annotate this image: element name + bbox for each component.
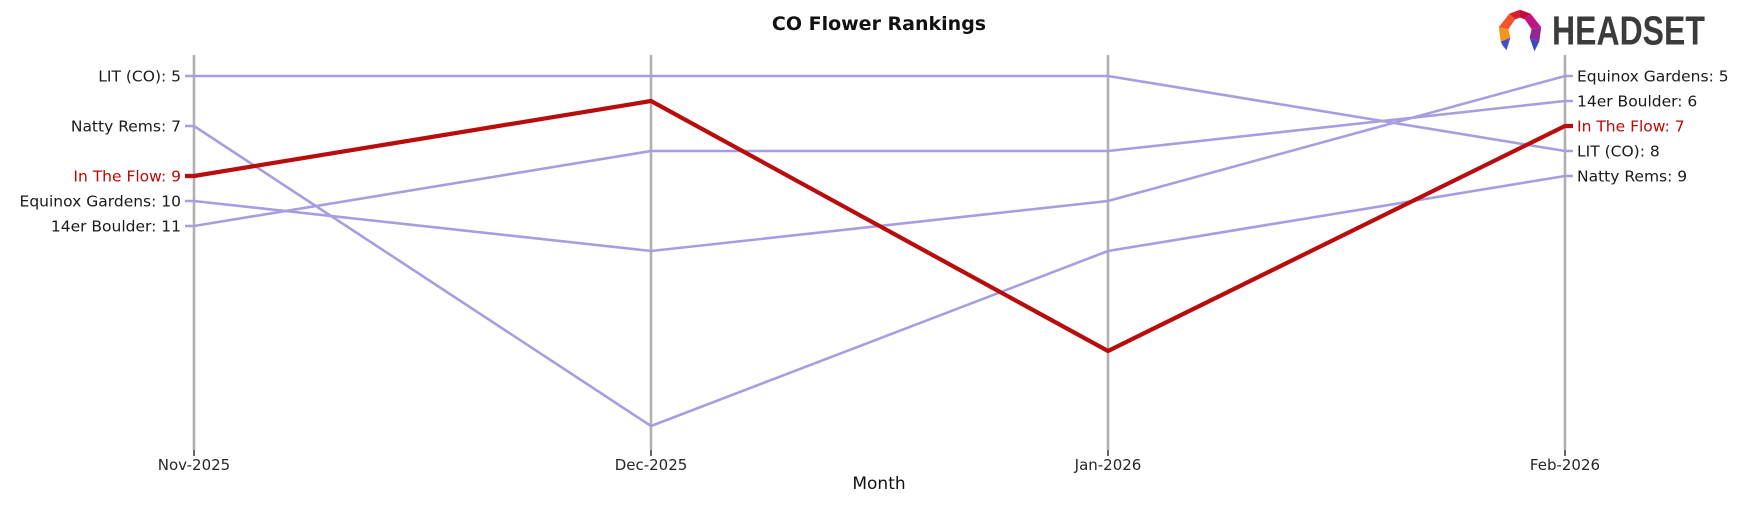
- series-line-14er-boulder: [185, 99, 1573, 228]
- headset-logo-icon: [1498, 9, 1542, 52]
- series-end-label-in-the-flow: In The Flow: 7: [1577, 118, 1685, 136]
- series-end-label-14er-boulder: 14er Boulder: 6: [1577, 93, 1697, 111]
- series-start-label-14er-boulder: 14er Boulder: 11: [51, 218, 181, 236]
- series-end-label-natty-rems: Natty Rems: 9: [1577, 168, 1687, 186]
- x-tick-label-3: Jan-2026: [1074, 456, 1142, 474]
- headset-logo: HEADSET: [1493, 4, 1743, 58]
- series-start-label-equinox-gardens: Equinox Gardens: 10: [20, 193, 181, 211]
- series-line-natty-rems: [185, 124, 1573, 428]
- month-axis-label: Month: [852, 474, 906, 494]
- series-start-label-natty-rems: Natty Rems: 7: [71, 118, 181, 136]
- series-end-label-lit-co-: LIT (CO): 8: [1577, 143, 1660, 161]
- x-tick-label-4: Feb-2026: [1530, 456, 1600, 474]
- x-tick-label-1: Nov-2025: [158, 456, 230, 474]
- series-line-in-the-flow: [185, 98, 1573, 354]
- x-tick-label-2: Dec-2025: [615, 456, 688, 474]
- series-start-label-in-the-flow: In The Flow: 9: [73, 168, 181, 186]
- headset-logo-text: HEADSET: [1551, 8, 1705, 54]
- series-line-lit-co-: [185, 74, 1573, 153]
- series-end-label-equinox-gardens: Equinox Gardens: 5: [1577, 68, 1729, 86]
- chart-title: CO Flower Rankings: [771, 13, 987, 35]
- series-start-label-lit-co-: LIT (CO): 5: [98, 68, 181, 86]
